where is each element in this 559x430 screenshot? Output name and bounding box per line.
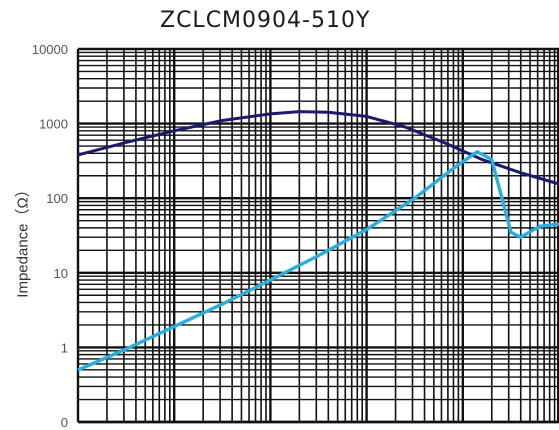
y-tick-label: 10000 [32, 42, 68, 57]
series-lines [77, 110, 559, 372]
series-line-1 [77, 110, 559, 186]
y-tick-label: 1000 [39, 117, 68, 132]
series-line-2 [77, 150, 559, 372]
grid [76, 47, 559, 424]
y-tick-label: 1 [61, 340, 68, 355]
y-tick-label: 100 [46, 191, 68, 206]
y-tick-label: 0 [61, 415, 68, 430]
y-tick-label: 10 [54, 266, 68, 281]
